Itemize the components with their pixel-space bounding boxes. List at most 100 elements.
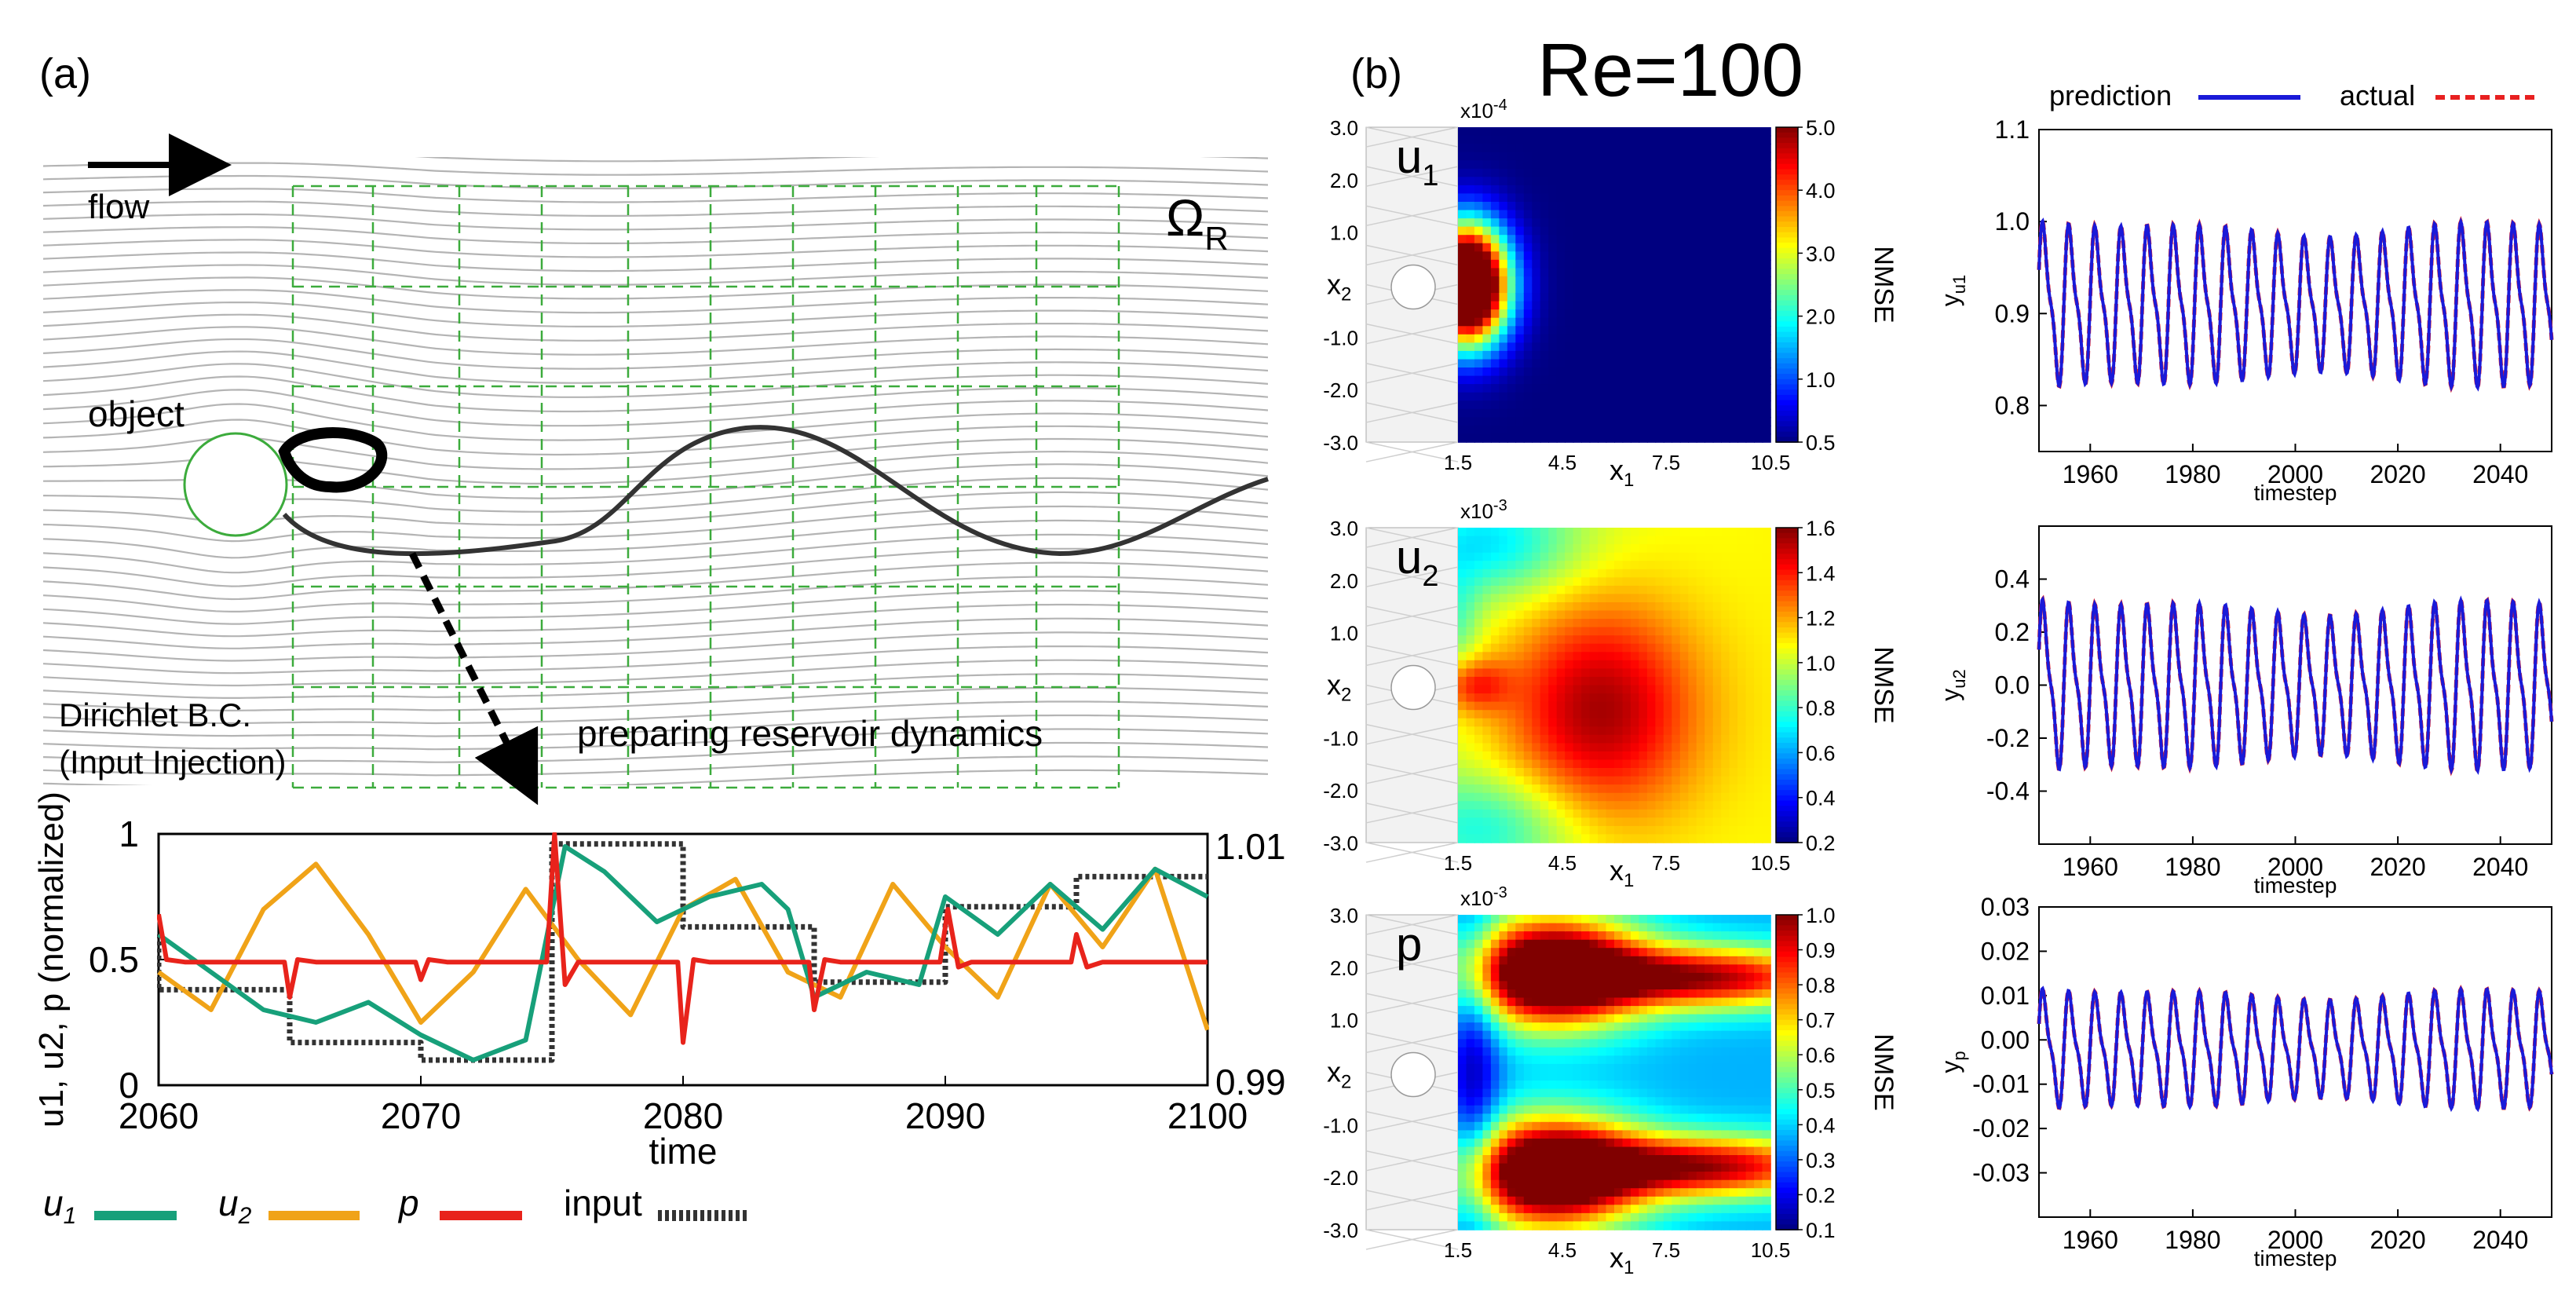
heatmap-cell bbox=[1499, 964, 1508, 974]
heatmap-cell bbox=[1589, 561, 1599, 570]
heatmap-cell bbox=[1556, 1163, 1566, 1172]
heatmap-cell bbox=[1712, 235, 1722, 244]
heatmap-cell bbox=[1729, 768, 1738, 777]
heatmap-cell bbox=[1490, 627, 1500, 636]
heatmap-cell bbox=[1515, 1072, 1525, 1081]
heatmap-cell bbox=[1499, 1105, 1508, 1115]
heatmap-cell bbox=[1507, 160, 1517, 170]
heatmap-cell bbox=[1705, 317, 1714, 327]
colorbar-segment bbox=[1776, 237, 1798, 243]
heatmap-cell bbox=[1499, 135, 1508, 144]
heatmap-cell bbox=[1663, 1221, 1673, 1230]
heatmap-cell bbox=[1565, 144, 1574, 153]
heatmap-cell bbox=[1745, 193, 1755, 203]
heatmap-cell bbox=[1548, 1105, 1558, 1115]
heatmap-cell bbox=[1754, 127, 1763, 137]
heatmap-cell bbox=[1614, 185, 1624, 195]
heatmap-cell bbox=[1523, 160, 1533, 170]
heatmap-cell bbox=[1606, 127, 1615, 137]
heatmap-cell bbox=[1540, 1014, 1549, 1023]
heatmap-cell bbox=[1729, 1221, 1738, 1230]
heatmap-cell bbox=[1565, 635, 1574, 645]
heatmap-cell bbox=[1540, 594, 1549, 603]
heatmap-cell bbox=[1532, 536, 1541, 545]
colorbar-segment bbox=[1776, 190, 1798, 196]
heatmap-cell bbox=[1540, 1138, 1549, 1148]
heatmap-cell bbox=[1606, 1105, 1615, 1115]
heatmap-cell bbox=[1565, 177, 1574, 186]
heatmap-cell bbox=[1458, 801, 1467, 810]
heatmap-cell bbox=[1679, 1039, 1690, 1048]
colorbar-segment bbox=[1776, 169, 1798, 175]
heatmap-cell bbox=[1614, 939, 1624, 949]
heatmap-cell bbox=[1712, 776, 1722, 785]
heatmap-cell bbox=[1523, 768, 1533, 777]
heatmap-cell bbox=[1540, 964, 1549, 974]
heatmap-cell bbox=[1737, 768, 1747, 777]
heatmap-cell bbox=[1515, 1006, 1525, 1015]
heatmap-cell bbox=[1614, 309, 1624, 319]
heatmap-cell bbox=[1556, 652, 1566, 661]
heatmap-cell bbox=[1663, 425, 1673, 435]
heatmap-cell bbox=[1540, 268, 1549, 277]
heatmap-cell bbox=[1515, 801, 1525, 810]
x-axis-label: timestep bbox=[2254, 1246, 2337, 1271]
heatmap-cell bbox=[1672, 218, 1681, 228]
heatmap-cell bbox=[1474, 751, 1484, 761]
heatmap-cell bbox=[1663, 202, 1673, 211]
heatmap-cell bbox=[1614, 610, 1624, 620]
heatmap-cell bbox=[1573, 259, 1582, 269]
heatmap-cell bbox=[1556, 350, 1566, 360]
heatmap-cell bbox=[1688, 193, 1697, 203]
heatmap-cell bbox=[1548, 1022, 1558, 1032]
heatmap-cell bbox=[1515, 997, 1525, 1007]
heatmap-cell bbox=[1565, 135, 1574, 144]
heatmap-cell bbox=[1540, 235, 1549, 244]
heatmap-cell bbox=[1630, 1146, 1640, 1156]
heatmap-cell bbox=[1482, 135, 1492, 144]
heatmap-cell bbox=[1573, 1055, 1582, 1065]
heatmap-cell bbox=[1663, 135, 1673, 144]
heatmap-cell bbox=[1589, 619, 1599, 628]
heatmap-cell bbox=[1729, 293, 1738, 302]
heatmap-cell bbox=[1712, 923, 1722, 932]
heatmap-cell bbox=[1622, 809, 1631, 819]
heatmap-cell bbox=[1482, 160, 1492, 170]
heatmap-cell bbox=[1696, 243, 1705, 253]
heatmap-cell bbox=[1762, 226, 1771, 236]
heatmap-cell bbox=[1466, 1080, 1475, 1090]
heatmap-cell bbox=[1688, 989, 1697, 999]
heatmap-cell bbox=[1679, 585, 1690, 595]
heatmap-cell bbox=[1745, 585, 1755, 595]
heatmap-cell bbox=[1712, 627, 1722, 636]
heatmap-cell bbox=[1712, 710, 1722, 719]
heatmap-cell bbox=[1474, 809, 1484, 819]
heatmap-cell bbox=[1458, 635, 1467, 645]
heatmap-cell bbox=[1729, 342, 1738, 352]
heatmap-cell bbox=[1705, 210, 1714, 219]
heatmap-cell bbox=[1622, 743, 1631, 752]
heatmap-cell bbox=[1622, 1196, 1631, 1206]
heatmap-cell bbox=[1762, 1105, 1771, 1115]
heatmap-cell bbox=[1705, 1022, 1714, 1032]
heatmap-cell bbox=[1482, 202, 1492, 211]
heatmap-cell bbox=[1696, 301, 1705, 310]
heatmap-cell bbox=[1622, 660, 1631, 670]
heatmap-cell bbox=[1581, 685, 1591, 694]
heatmap-cell bbox=[1679, 569, 1690, 579]
heatmap-cell bbox=[1589, 1212, 1599, 1223]
heatmap-cell bbox=[1696, 552, 1705, 562]
heatmap-cell bbox=[1622, 259, 1631, 269]
heatmap-cell bbox=[1499, 144, 1508, 153]
heatmap-cell bbox=[1466, 1146, 1475, 1156]
heatmap-cell bbox=[1466, 726, 1475, 736]
heatmap-cell bbox=[1515, 1105, 1525, 1115]
heatmap-cell bbox=[1598, 1014, 1607, 1023]
heatmap-cell bbox=[1721, 931, 1730, 941]
heatmap-cell bbox=[1581, 693, 1591, 703]
heatmap-cell bbox=[1466, 602, 1475, 612]
heatmap-cell bbox=[1532, 384, 1541, 393]
heatmap-cell bbox=[1630, 710, 1640, 719]
heatmap-cell bbox=[1589, 825, 1599, 835]
heatmap-cell bbox=[1466, 1205, 1475, 1214]
